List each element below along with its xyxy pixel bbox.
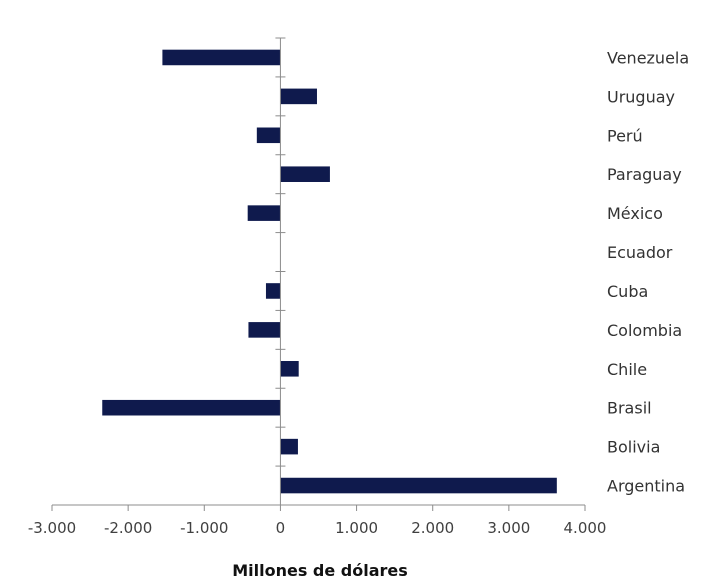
category-label: Bolivia xyxy=(607,438,660,457)
value-tick-label: -1.000 xyxy=(180,519,228,537)
bar-cuba xyxy=(265,283,281,299)
category-label: Brasil xyxy=(607,399,652,418)
bar-venezuela xyxy=(162,49,281,66)
category-label: México xyxy=(607,204,663,223)
bar-chile xyxy=(280,361,299,377)
bar-bolivia xyxy=(280,438,298,455)
value-tick-label: -2.000 xyxy=(104,519,152,537)
bar-colombia xyxy=(248,322,281,338)
value-tick-label: 4.000 xyxy=(564,519,607,537)
value-tick-label: 0 xyxy=(276,519,286,537)
category-label: Perú xyxy=(607,126,643,145)
bar-perú xyxy=(256,127,281,144)
tick-labels-group: -3.000 -2.000 -1.000 0 1.000 2.000 3.000 4.000 xyxy=(28,519,607,537)
bar-brasil xyxy=(102,399,281,416)
category-label: Paraguay xyxy=(607,165,682,184)
category-label: Chile xyxy=(607,360,647,379)
category-label: Uruguay xyxy=(607,87,675,106)
value-tick-label: 3.000 xyxy=(487,519,530,537)
bar-paraguay xyxy=(280,166,330,182)
category-label: Venezuela xyxy=(607,48,689,67)
bar-uruguay xyxy=(280,88,317,105)
bar-méxico xyxy=(247,205,281,221)
value-tick-label: -3.000 xyxy=(28,519,76,537)
category-label: Cuba xyxy=(607,282,648,301)
value-tick-label: 2.000 xyxy=(411,519,454,537)
bar-argentina xyxy=(280,477,557,494)
value-tick-label: 1.000 xyxy=(335,519,378,537)
axes-group xyxy=(51,37,586,511)
category-labels-group: Venezuela Uruguay Perú Paraguay México Ecuado… xyxy=(607,48,689,495)
x-axis-title: Millones de dólares xyxy=(232,561,408,580)
category-label: Argentina xyxy=(607,477,685,496)
bars-group xyxy=(102,49,557,494)
category-label: Colombia xyxy=(607,321,682,340)
category-label: Ecuador xyxy=(607,243,673,262)
